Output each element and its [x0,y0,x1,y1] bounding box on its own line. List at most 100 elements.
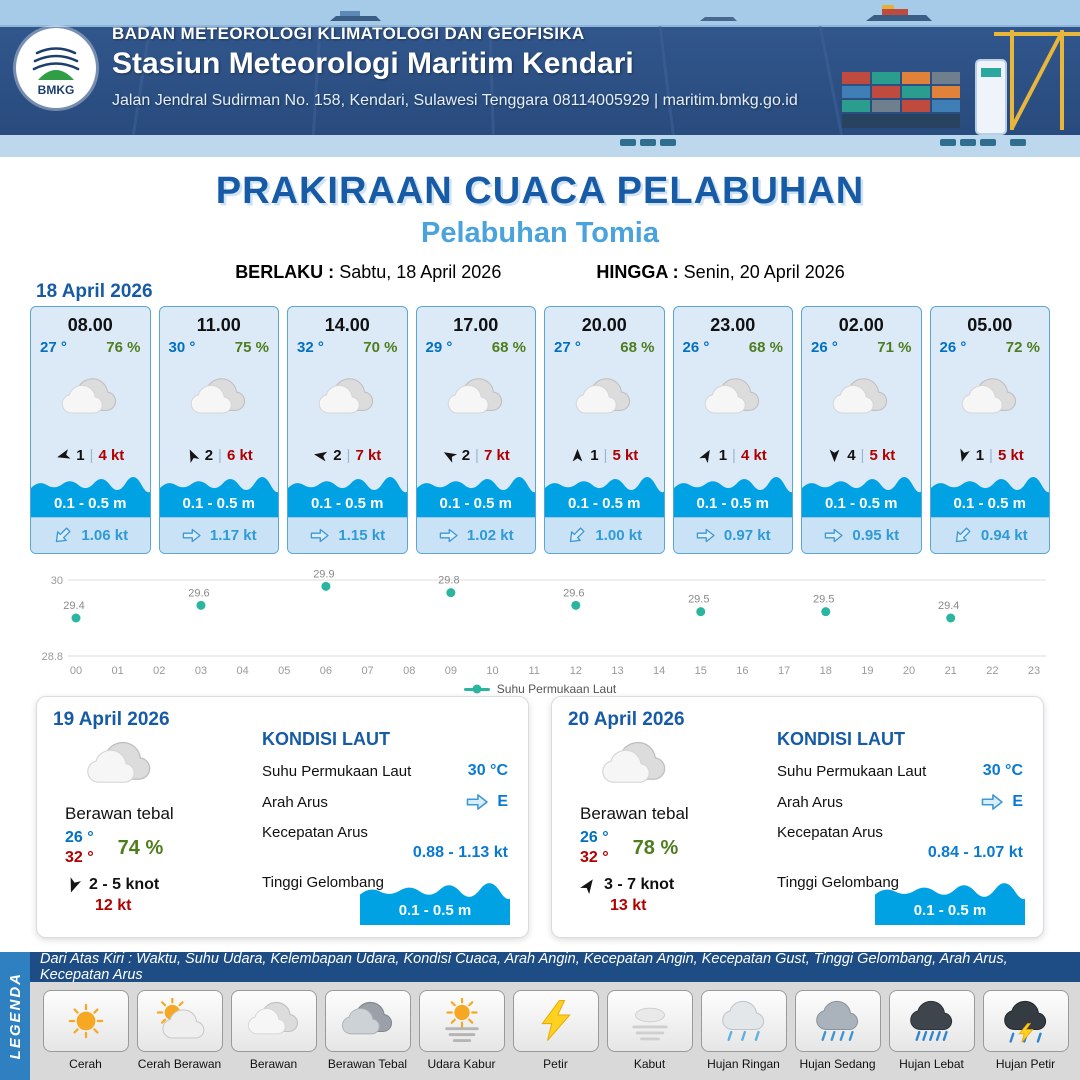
valid-to-date: Senin, 20 April 2026 [683,262,845,282]
wave-height-box: 0.1 - 0.5 m [360,879,510,925]
svg-text:29.5: 29.5 [813,594,834,606]
legend-item: Petir [512,990,599,1080]
weather-icon-cloud [230,990,317,1052]
wave-height-box: 0.1 - 0.5 m [875,879,1025,925]
weather-cloud-icon [545,356,664,442]
current-direction-row: Arah Arus E [777,792,1023,812]
weather-cloud-icon [592,737,770,800]
forecast-card: 23.00 26 ° 68 % 1 | 4 kt 0.1 - 0.5 m 0.9… [672,306,793,554]
legend-dot-icon [472,684,482,694]
gust-speed: 5 kt [869,446,896,464]
forecast-card: 05.00 26 ° 72 % 1 | 5 kt 0.1 - 0.5 m 0.9… [929,306,1050,554]
current-direction-icon [49,522,76,549]
legend-item: Hujan Ringan [700,990,787,1080]
forecast-time: 17.00 [453,315,499,335]
forecast-card: 20.00 27 ° 68 % 1 | 5 kt 0.1 - 0.5 m 1.0… [544,306,665,554]
current-row: 0.97 kt [673,517,792,553]
humidity: 78 % [632,836,679,859]
humidity: 68 % [620,339,655,356]
legend-item-label: Petir [543,1057,568,1071]
temp-humidity-row: 27 ° 76 % [31,336,150,356]
wave-height: 0.1 - 0.5 m [824,495,898,512]
temps-row: 26 ° 32 ° 78 % [580,829,770,867]
wave-height: 0.1 - 0.5 m [53,495,127,512]
divider: | [860,446,865,464]
current-direction-icon [309,527,330,544]
legend-strip: LEGENDA [0,952,30,1080]
legend-item: Hujan Sedang [794,990,881,1080]
svg-text:14: 14 [653,665,665,677]
forecast-card: 17.00 29 ° 68 % 2 | 7 kt 0.1 - 0.5 m 1.0… [415,306,536,554]
weather-condition: Berawan tebal [580,804,689,823]
forecast-time: 23.00 [710,315,756,335]
weather-condition: Berawan tebal [65,804,174,823]
sst-chart: 30 28.8 00 01 02 03 04 05 06 07 08 09 10 11 12 13 14 15 16… [42,568,1046,677]
current-speed-row: Kecepatan Arus [262,824,508,841]
wind-direction-icon [954,446,972,464]
weather-cloud-icon [417,356,536,442]
weather-icon-cloud-dark [324,990,411,1052]
wave-height-label: Tinggi Gelombang [777,874,900,891]
agency-name: BADAN METEOROLOGI KLIMATOLOGI DAN GEOFIS… [112,24,585,43]
wave-height-band: 0.1 - 0.5 m [31,473,150,517]
wind-row: 1 | 5 kt [545,442,664,468]
svg-text:07: 07 [361,665,373,677]
temp-min: 26 ° [65,829,94,846]
divider: | [732,446,736,464]
divider: | [346,446,351,464]
svg-text:09: 09 [445,665,457,677]
chart-legend: Suhu Permukaan Laut [30,682,1050,696]
wind-row: 3 - 7 knot [580,876,770,894]
weather-icon-rain-light [700,990,787,1052]
legend-item-label: Hujan Petir [995,1057,1056,1071]
wind-row: 2 - 5 knot [65,876,255,894]
air-temperature: 30 ° [168,339,196,356]
wave-row: Tinggi Gelombang [777,874,1023,891]
current-speed: 1.17 kt [209,527,257,544]
sst-row: Suhu Permukaan Laut 30 °C [777,762,1023,780]
current-speed: 0.97 kt [723,527,771,544]
gust-speed: 13 kt [610,897,647,914]
header: BMKG BADAN METEOROLOGI KLIMATOLOGI DAN G… [0,0,1080,157]
legend-item-label: Berawan [249,1057,298,1071]
wind-speed: 1 [590,446,599,464]
wind-row: 2 | 7 kt [288,442,407,468]
current-row: 0.95 kt [802,517,921,553]
air-temperature: 27 ° [40,339,67,356]
temp-humidity-row: 27 ° 68 % [545,336,664,356]
station-name: Stasiun Meteorologi Maritim Kendari [112,47,634,80]
wind-range: 3 - 7 knot [604,876,675,893]
svg-text:00: 00 [70,665,82,677]
divider: | [989,446,993,464]
current-row: 1.06 kt [31,517,150,553]
wave-height: 0.1 - 0.5 m [567,495,641,512]
weather-cloud-icon [931,356,1050,442]
wave-height-band: 0.1 - 0.5 m [802,473,921,517]
svg-text:02: 02 [153,665,165,677]
temps-row: 26 ° 32 ° 74 % [65,829,255,867]
svg-text:21: 21 [945,665,957,677]
sst-row: Suhu Permukaan Laut 30 °C [262,762,508,780]
legend-item: Cerah Berawan [136,990,223,1080]
humidity: 72 % [1005,339,1040,356]
wave-height: 0.1 - 0.5 m [953,495,1027,512]
legend-item: Berawan [230,990,317,1080]
svg-text:20: 20 [903,665,915,677]
weather-icon-rain-thunder [982,990,1069,1052]
wind-speed: 4 [847,446,856,464]
wind-direction-icon [312,446,329,463]
wave-height: 0.1 - 0.5 m [182,495,256,512]
weather-cloud-icon [802,356,921,442]
temp-min: 26 ° [580,829,609,846]
wave-height-band: 0.1 - 0.5 m [288,473,407,517]
wind-direction-icon [182,445,202,465]
divider: | [603,446,608,464]
wind-range: 2 - 5 knot [89,876,160,893]
current-direction-icon [563,522,590,549]
current-direction-icon [465,792,489,812]
wind-direction-icon [577,873,601,897]
humidity: 68 % [748,339,783,356]
temp-max: 32 ° [580,849,609,866]
weather-icon-haze [418,990,505,1052]
wind-direction-icon [55,446,73,464]
